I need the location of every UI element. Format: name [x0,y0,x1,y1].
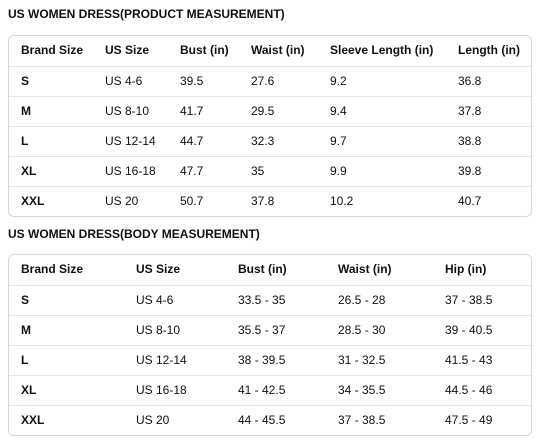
table-cell: US 12-14 [136,353,187,367]
table-row: L US 12-14 38 - 39.5 31 - 32.5 41.5 - 43 [9,345,531,375]
header-row: Brand Size US Size Bust (in) Waist (in) Hip … [9,255,531,285]
table-cell: 39.8 [458,164,482,178]
table-row: S US 4-6 39.5 27.6 9.2 36.8 [9,66,531,96]
table-cell: M [21,323,31,337]
table-row: M US 8-10 35.5 - 37 28.5 - 30 39 - 40.5 [9,315,531,345]
table-cell: S [21,74,30,88]
header-cell: Bust (in) [180,43,229,57]
header-cell: Waist (in) [338,262,392,276]
table-cell: 39 - 40.5 [445,323,493,337]
table-cell: 9.9 [330,164,347,178]
table-cell: 36.8 [458,74,482,88]
table-cell: 34 - 35.5 [338,383,386,397]
table-cell: US 8-10 [136,323,181,337]
table-cell: 9.2 [330,74,347,88]
table-cell: US 4-6 [105,74,143,88]
header-cell: Hip (in) [445,262,487,276]
table-cell: US 20 [136,413,170,427]
table-row: XXL US 20 50.7 37.8 10.2 40.7 [9,186,531,216]
table-cell: 41 - 42.5 [238,383,286,397]
header-cell: Waist (in) [251,43,305,57]
table-cell: 27.6 [251,74,275,88]
table-cell: 35 [251,164,265,178]
table-cell: M [21,104,31,118]
table-row: XL US 16-18 41 - 42.5 34 - 35.5 44.5 - 46 [9,375,531,405]
table-row: M US 8-10 41.7 29.5 9.4 37.8 [9,96,531,126]
table-cell: XXL [21,413,45,427]
table-cell: S [21,293,30,307]
header-cell: Brand Size [21,43,84,57]
table-cell: US 20 [105,194,139,208]
header-cell: Bust (in) [238,262,287,276]
table-cell: 31 - 32.5 [338,353,386,367]
header-cell: Brand Size [21,262,84,276]
table-cell: 47.7 [180,164,204,178]
table-cell: XL [21,383,37,397]
table-cell: L [21,353,29,367]
table-cell: 50.7 [180,194,204,208]
table-cell: 37.8 [251,194,275,208]
table-cell: 40.7 [458,194,482,208]
table-cell: 28.5 - 30 [338,323,386,337]
table-cell: 41.7 [180,104,204,118]
header-cell: US Size [136,262,181,276]
table-cell: 44 - 45.5 [238,413,286,427]
table-cell: US 12-14 [105,134,156,148]
table-cell: 10.2 [330,194,354,208]
table-cell: L [21,134,29,148]
table-cell: 38.8 [458,134,482,148]
table-title: US WOMEN DRESS(PRODUCT MEASUREMENT) [8,7,285,21]
table-cell: 38 - 39.5 [238,353,286,367]
table-cell: 39.5 [180,74,204,88]
table-cell: US 8-10 [105,104,150,118]
table-cell: 33.5 - 35 [238,293,286,307]
table-cell: 26.5 - 28 [338,293,386,307]
table-cell: 37 - 38.5 [338,413,386,427]
table-cell: 35.5 - 37 [238,323,286,337]
table-row: XL US 16-18 47.7 35 9.9 39.8 [9,156,531,186]
table-cell: 44.5 - 46 [445,383,493,397]
table-cell: 47.5 - 49 [445,413,493,427]
table-cell: 9.7 [330,134,347,148]
table-cell: 37.8 [458,104,482,118]
table-cell: US 16-18 [105,164,156,178]
table-row: L US 12-14 44.7 32.3 9.7 38.8 [9,126,531,156]
table-cell: US 16-18 [136,383,187,397]
table-cell: US 4-6 [136,293,174,307]
table-title: US WOMEN DRESS(BODY MEASUREMENT) [8,227,260,241]
table-cell: 44.7 [180,134,204,148]
table-cell: 9.4 [330,104,347,118]
header-cell: Length (in) [458,43,520,57]
header-cell: US Size [105,43,150,57]
table-cell: XL [21,164,37,178]
table-cell: XXL [21,194,45,208]
table-row: S US 4-6 33.5 - 35 26.5 - 28 37 - 38.5 [9,285,531,315]
table-cell: 29.5 [251,104,275,118]
header-row: Brand Size US Size Bust (in) Waist (in) Slee… [9,36,531,66]
table: Brand Size US Size Bust (in) Waist (in) Hip … [8,254,532,436]
table-cell: 37 - 38.5 [445,293,493,307]
table-cell: 32.3 [251,134,275,148]
header-cell: Sleeve Length (in) [330,43,434,57]
table-row: XXL US 20 44 - 45.5 37 - 38.5 47.5 - 49 [9,405,531,435]
table-cell: 41.5 - 43 [445,353,493,367]
table: Brand Size US Size Bust (in) Waist (in) Slee… [8,35,532,217]
